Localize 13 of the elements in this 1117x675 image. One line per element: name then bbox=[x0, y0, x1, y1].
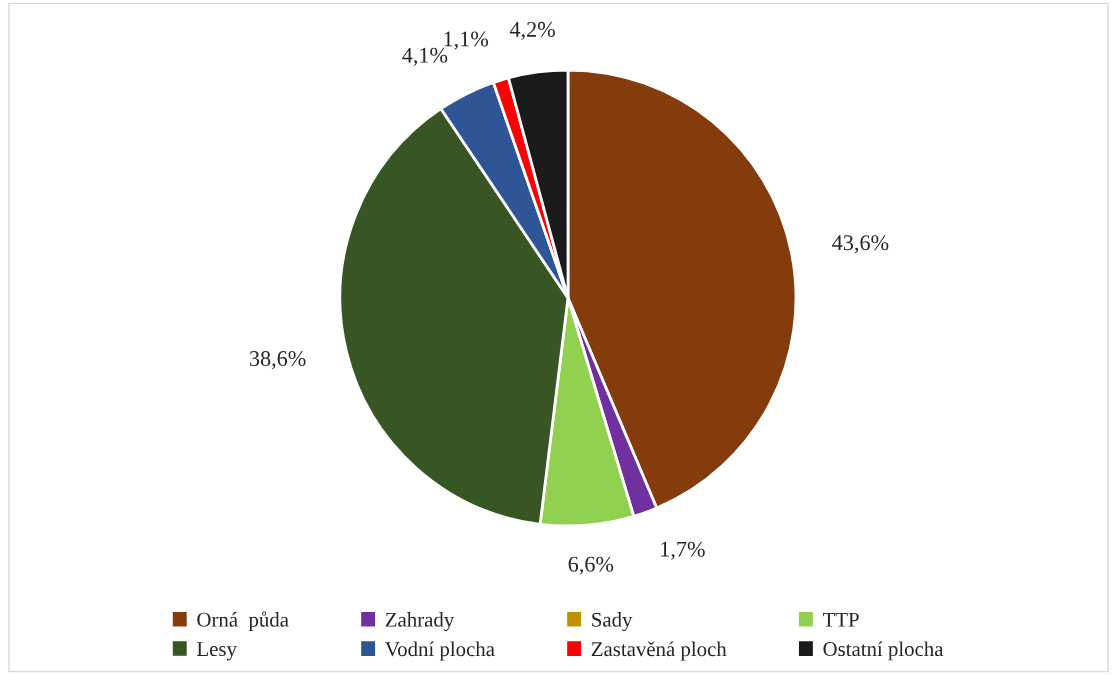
legend-label: Sady bbox=[592, 612, 633, 632]
data-label: 38,6% bbox=[249, 351, 306, 370]
legend-label: Orná půda bbox=[197, 611, 289, 632]
legend-label: Lesy bbox=[197, 642, 237, 661]
legend-label: Vodní plocha bbox=[385, 641, 495, 661]
data-label: 6,6% bbox=[568, 556, 614, 575]
data-label: 43,6% bbox=[832, 235, 889, 254]
legend-label: TTP bbox=[822, 612, 859, 627]
data-label: 1,7% bbox=[661, 541, 705, 560]
legend-label: Ostatní plocha bbox=[823, 641, 944, 661]
data-label: 4,2% bbox=[509, 21, 555, 41]
legend-label: Zahrady bbox=[385, 612, 455, 632]
legend-label: Zastavěná ploch bbox=[591, 641, 727, 661]
